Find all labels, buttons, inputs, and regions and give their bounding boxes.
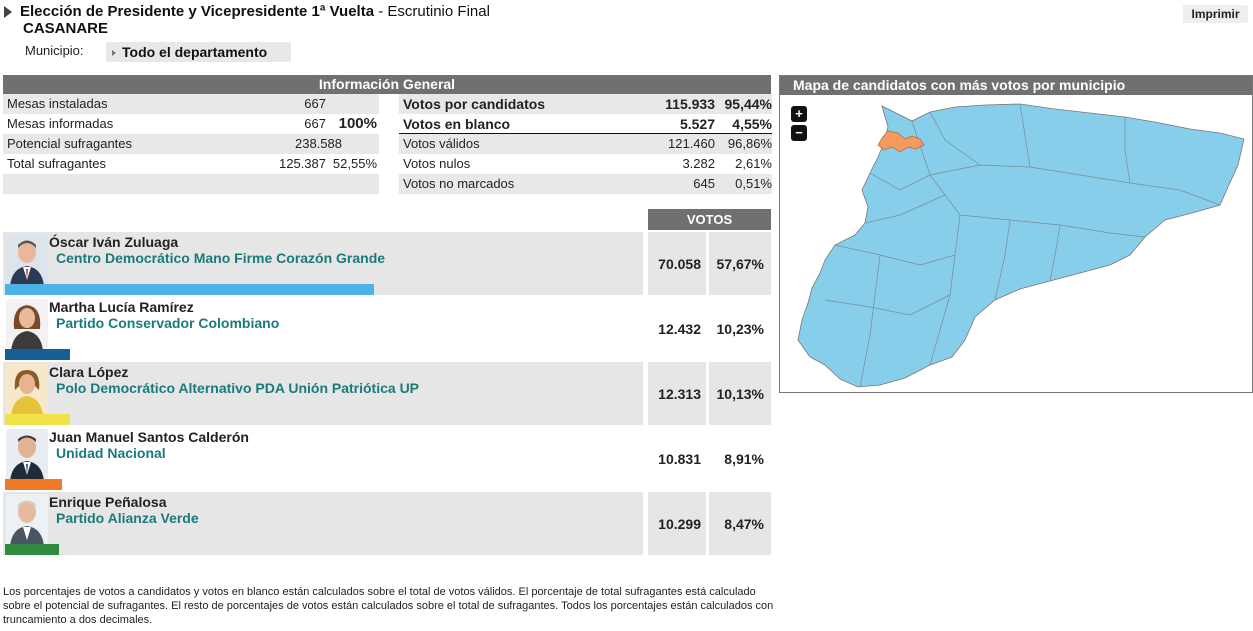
vote-stat-percent: 0,51% <box>735 176 772 191</box>
candidate-votes: 12.313 <box>658 386 701 402</box>
candidate-photo <box>6 364 48 416</box>
stat-label: Mesas informadas <box>7 116 114 131</box>
candidate-percent: 8,91% <box>724 451 764 467</box>
vote-share-bar <box>5 284 374 295</box>
candidate-row[interactable]: Óscar Iván Zuluaga Centro Democrático Ma… <box>3 232 771 295</box>
stat-percent: 52,55% <box>332 156 377 171</box>
candidate-row[interactable]: Enrique Peñalosa Partido Alianza Verde 1… <box>3 492 771 555</box>
candidate-party: Polo Democrático Alternativo PDA Unión P… <box>56 380 420 396</box>
vote-stat-value: 115.933 <box>665 96 715 112</box>
vote-stat-value: 121.460 <box>668 136 715 151</box>
vote-share-bar <box>5 349 70 360</box>
print-button[interactable]: Imprimir <box>1183 5 1248 23</box>
stat-value: 667 <box>304 96 326 111</box>
vote-stat-percent: 95,44% <box>724 96 772 112</box>
stat-value: 667 <box>304 116 326 131</box>
candidate-name: Enrique Peñalosa <box>49 494 167 510</box>
vote-stat-row: Votos en blanco 5.527 4,55% <box>399 114 772 134</box>
stat-label: Mesas instaladas <box>7 96 108 111</box>
stat-label: Potencial sufragantes <box>7 136 133 151</box>
candidate-votes: 10.831 <box>658 451 701 467</box>
candidate-party: Unidad Nacional <box>56 445 166 461</box>
candidate-photo <box>6 299 48 351</box>
stat-row-empty <box>3 174 379 194</box>
candidate-name: Martha Lucía Ramírez <box>49 299 194 315</box>
vote-stat-percent: 96,86% <box>727 136 772 151</box>
stat-percent: 100% <box>338 115 377 132</box>
title-status: - Escrutinio Final <box>374 3 490 20</box>
zoom-in-button[interactable]: + <box>791 106 807 122</box>
candidate-votes: 12.432 <box>658 321 701 337</box>
candidate-party: Centro Democrático Mano Firme Corazón Gr… <box>56 250 386 266</box>
candidate-photo <box>6 429 48 481</box>
vote-share-bar <box>5 544 59 555</box>
candidate-name: Juan Manuel Santos Calderón <box>49 429 249 445</box>
candidate-percent: 10,23% <box>716 321 764 337</box>
candidate-photo <box>6 494 48 546</box>
map-title: Mapa de candidatos con más votos por mun… <box>780 76 1252 95</box>
stat-row: Total sufragantes 125.387 52,55% <box>3 154 379 174</box>
candidate-row[interactable]: Juan Manuel Santos Calderón Unidad Nacio… <box>3 427 771 490</box>
municipio-label: Municipio: <box>25 43 84 58</box>
vote-stat-row: Votos por candidatos 115.933 95,44% <box>399 94 772 114</box>
municipal-borders <box>824 103 1221 388</box>
stat-label: Total sufragantes <box>7 156 107 171</box>
municipio-value: Todo el departamento <box>122 44 268 60</box>
candidate-photo <box>6 234 48 286</box>
title-election: Elección de Presidente y Vicepresidente … <box>20 3 375 20</box>
candidate-percent: 8,47% <box>724 516 764 532</box>
vote-stat-row: Votos no marcados 645 0,51% <box>399 174 772 194</box>
vote-stat-label: Votos válidos <box>403 136 480 151</box>
vote-stat-value: 5.527 <box>679 116 715 132</box>
department-map[interactable] <box>780 95 1252 392</box>
general-info-header: Información General <box>3 75 771 94</box>
candidate-percent: 57,67% <box>716 256 764 272</box>
vote-share-bar <box>5 479 62 490</box>
vote-stat-percent: 2,61% <box>735 156 772 171</box>
map-region-highlight <box>877 130 925 153</box>
vote-stat-value: 3.282 <box>682 156 715 171</box>
vote-stat-row: Votos válidos 121.460 96,86% <box>399 134 772 154</box>
candidate-name: Clara López <box>49 364 129 380</box>
zoom-out-button[interactable]: − <box>791 125 807 141</box>
candidate-row[interactable]: Clara López Polo Democrático Alternativo… <box>3 362 771 425</box>
vote-stat-value: 645 <box>693 176 715 191</box>
stat-row: Potencial sufragantes 238.588 <box>3 134 379 154</box>
candidate-votes: 10.299 <box>658 516 701 532</box>
vote-stat-label: Votos en blanco <box>403 116 511 132</box>
vote-stat-percent: 4,55% <box>732 116 772 132</box>
candidate-row[interactable]: Martha Lucía Ramírez Partido Conservador… <box>3 297 771 360</box>
vote-stat-label: Votos por candidatos <box>403 96 546 112</box>
candidate-percent: 10,13% <box>716 386 764 402</box>
stat-value: 238.588 <box>295 136 342 151</box>
stat-row: Mesas instaladas 667 <box>3 94 379 114</box>
stat-value: 125.387 <box>279 156 326 171</box>
vote-stat-label: Votos nulos <box>403 156 471 171</box>
divider <box>399 133 772 134</box>
vote-stat-label: Votos no marcados <box>403 176 515 191</box>
candidate-votes: 70.058 <box>658 256 701 272</box>
collapse-arrow-icon[interactable] <box>4 6 12 18</box>
candidate-party: Partido Conservador Colombiano <box>56 315 280 331</box>
map-panel: Mapa de candidatos con más votos por mun… <box>779 75 1253 393</box>
dropdown-arrow-icon <box>112 50 116 57</box>
candidate-party: Partido Alianza Verde <box>56 510 199 526</box>
page-title: Elección de Presidente y Vicepresidente … <box>20 3 490 20</box>
map-region-main <box>797 103 1245 388</box>
stat-row: Mesas informadas 667 100% <box>3 114 379 134</box>
vote-share-bar <box>5 414 70 425</box>
department-name: CASANARE <box>23 20 109 37</box>
footnote: Los porcentajes de votos a candidatos y … <box>3 586 774 626</box>
municipio-select[interactable]: Todo el departamento <box>106 42 291 62</box>
vote-stat-row: Votos nulos 3.282 2,61% <box>399 154 772 174</box>
candidate-name: Óscar Iván Zuluaga <box>49 234 179 250</box>
votes-column-header: VOTOS <box>648 209 771 230</box>
